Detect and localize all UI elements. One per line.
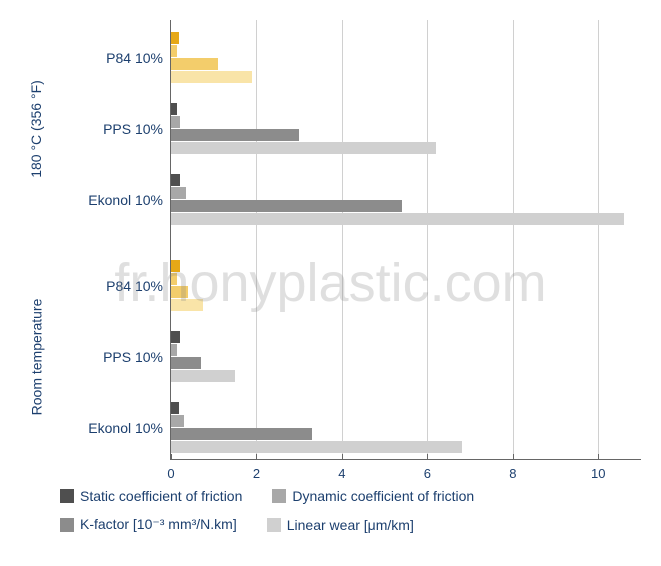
bar-k [171, 58, 218, 70]
x-tick-label: 2 [253, 466, 260, 481]
category-label: PPS 10% [103, 349, 163, 365]
x-axis [171, 459, 641, 460]
chart-container: 0 2 4 6 8 10 P84 10% PPS 10% Ekonol 10% 180 °C (3… [0, 0, 661, 566]
bar-wear [171, 71, 252, 83]
bar-dynamic [171, 273, 177, 285]
plot-area: 0246810P84 10%PPS 10%Ekonol 10%180 °C (3… [170, 20, 641, 460]
category-label: Ekonol 10% [88, 420, 163, 436]
bar-k [171, 200, 402, 212]
bar-k [171, 357, 201, 369]
bar-wear [171, 370, 235, 382]
x-tick-label: 8 [509, 466, 516, 481]
x-tick-label: 10 [591, 466, 605, 481]
legend-label: K-factor [10⁻³ mm³/N.km] [80, 516, 237, 533]
bar-static [171, 331, 180, 343]
bar-k [171, 129, 299, 141]
bar-wear [171, 441, 462, 453]
bar-wear [171, 142, 436, 154]
bar-dynamic [171, 415, 184, 427]
bar-static [171, 174, 180, 186]
group-label: Room temperature [21, 260, 51, 453]
bar-wear [171, 213, 624, 225]
legend-item-wear: Linear wear [μm/km] [267, 516, 414, 533]
x-tick-label: 6 [424, 466, 431, 481]
bar-k [171, 428, 312, 440]
bar-dynamic [171, 344, 177, 356]
bar-static [171, 103, 177, 115]
bar-dynamic [171, 187, 186, 199]
legend-swatch [60, 518, 74, 532]
category-label: P84 10% [106, 50, 163, 66]
legend-item-static: Static coefficient of friction [60, 488, 242, 504]
legend-swatch [60, 489, 74, 503]
legend-swatch [267, 518, 281, 532]
legend-label: Dynamic coefficient of friction [292, 488, 474, 504]
bar-dynamic [171, 116, 180, 128]
bar-static [171, 32, 179, 44]
group-label: 180 °C (356 °F) [21, 32, 51, 225]
bar-static [171, 260, 180, 272]
x-tick-label: 0 [167, 466, 174, 481]
legend-label: Static coefficient of friction [80, 488, 242, 504]
bar-k [171, 286, 188, 298]
bar-wear [171, 299, 203, 311]
legend-label: Linear wear [μm/km] [287, 517, 414, 533]
legend-item-dynamic: Dynamic coefficient of friction [272, 488, 474, 504]
category-label: P84 10% [106, 278, 163, 294]
legend-swatch [272, 489, 286, 503]
legend: Static coefficient of friction Dynamic co… [60, 488, 641, 533]
legend-item-k: K-factor [10⁻³ mm³/N.km] [60, 516, 237, 533]
category-label: PPS 10% [103, 121, 163, 137]
category-label: Ekonol 10% [88, 192, 163, 208]
bar-static [171, 402, 179, 414]
bar-dynamic [171, 45, 177, 57]
x-tick-label: 4 [338, 466, 345, 481]
